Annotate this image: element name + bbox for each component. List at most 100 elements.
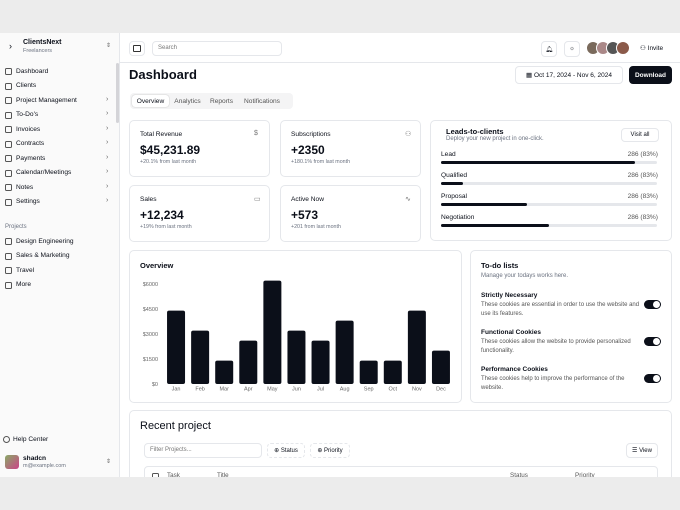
lead-label: Proposal bbox=[441, 193, 468, 200]
stat-icon: ∿ bbox=[405, 196, 411, 203]
lead-value: 286 (83%) bbox=[627, 214, 658, 221]
leads-title: Leads-to-clients bbox=[446, 127, 504, 136]
nav-icon bbox=[5, 169, 12, 177]
column-header[interactable]: Priority bbox=[575, 472, 595, 477]
nav-chevron: › bbox=[106, 124, 109, 132]
nav-icon bbox=[5, 140, 12, 148]
nav-icon bbox=[5, 82, 12, 90]
nav-item[interactable]: Calendar/Meetings bbox=[16, 169, 72, 176]
stat-change: +19% from last month bbox=[140, 224, 192, 230]
bar bbox=[215, 360, 234, 384]
column-header[interactable]: Task bbox=[167, 472, 180, 477]
sidebar-toggle[interactable] bbox=[129, 41, 145, 56]
overview-chart: $0 $1500 $3000 $4500 $6000 Jan Feb Mar Apr May Jun… bbox=[143, 280, 450, 393]
nav-item[interactable]: Clients bbox=[16, 82, 37, 89]
project-item[interactable]: Travel bbox=[16, 266, 35, 274]
nav-item[interactable]: Project Management bbox=[16, 96, 77, 104]
nav-icon bbox=[5, 97, 12, 104]
nav-icon bbox=[5, 126, 12, 133]
project-item[interactable]: Design Engineering bbox=[16, 237, 74, 245]
theme-button[interactable]: ☼ bbox=[564, 41, 580, 57]
user-menu[interactable]: ⇕ bbox=[106, 459, 112, 465]
stat-value: +573 bbox=[291, 208, 319, 222]
date-range[interactable]: ▦ Oct 17, 2024 - Nov 6, 2024 bbox=[515, 66, 623, 84]
nav-icon bbox=[5, 155, 12, 162]
nav-item[interactable]: Settings bbox=[16, 198, 40, 205]
view-button[interactable]: ☰ View bbox=[626, 443, 658, 458]
tab[interactable]: Reports bbox=[209, 97, 234, 105]
tab[interactable]: Overview bbox=[132, 95, 169, 107]
lead-track bbox=[441, 203, 657, 206]
lead-label: Lead bbox=[441, 151, 456, 158]
todo-item-desc: These cookies help to improve the perfor… bbox=[481, 376, 625, 391]
toggle-knob bbox=[653, 301, 660, 308]
bar bbox=[191, 330, 210, 384]
help-center[interactable]: Help Center bbox=[13, 436, 49, 443]
todo-title: To-do lists bbox=[481, 261, 519, 270]
nav-chevron: › bbox=[106, 95, 109, 103]
tab[interactable]: Analytics bbox=[174, 97, 201, 105]
invite-button[interactable]: ⚇ Invite bbox=[640, 45, 664, 52]
team-name[interactable]: ClientsNext bbox=[23, 39, 62, 46]
tab[interactable]: Notifications bbox=[244, 97, 280, 105]
nav-item[interactable]: To-Do's bbox=[16, 111, 39, 118]
lead-value: 286 (83%) bbox=[627, 172, 658, 179]
x-tick-label: Jul bbox=[317, 387, 324, 393]
y-tick-label: $3000 bbox=[143, 332, 158, 338]
lead-value: 286 (83%) bbox=[627, 151, 658, 158]
priority-filter[interactable]: ⊕ Priority bbox=[310, 443, 350, 458]
team-plan: Freelancers bbox=[23, 48, 53, 54]
todo-item-desc: These cookies are essential in order to … bbox=[481, 302, 640, 317]
toggle[interactable] bbox=[644, 374, 661, 383]
column-header[interactable]: Status bbox=[510, 472, 528, 477]
y-tick-label: $6000 bbox=[143, 282, 158, 288]
stat-label: Total Revenue bbox=[140, 131, 183, 138]
avatars bbox=[586, 41, 634, 57]
toggle[interactable] bbox=[644, 300, 661, 309]
recent-card: Recent project Filter Projects... ⊕ Stat… bbox=[129, 410, 672, 477]
project-item[interactable]: More bbox=[16, 281, 32, 288]
team-icon: › bbox=[9, 41, 12, 51]
x-tick-label: Mar bbox=[219, 387, 229, 393]
nav-chevron: › bbox=[106, 197, 109, 204]
nav-item[interactable]: Contracts bbox=[16, 140, 45, 147]
leads-card: Leads-to-clients Deploy your new project… bbox=[430, 120, 672, 241]
toggle[interactable] bbox=[644, 337, 661, 346]
status-filter[interactable]: ⊕ Status bbox=[267, 443, 305, 458]
stat-value: +2350 bbox=[291, 143, 325, 157]
recent-title: Recent project bbox=[140, 420, 211, 432]
download-button[interactable]: Download bbox=[629, 66, 672, 84]
bar bbox=[383, 360, 402, 384]
visit-all-button[interactable]: Visit all bbox=[621, 128, 659, 142]
project-item[interactable]: Sales & Marketing bbox=[16, 252, 70, 259]
nav-item[interactable]: Notes bbox=[16, 183, 34, 191]
lead-track bbox=[441, 224, 657, 227]
stat-icon: $ bbox=[254, 130, 258, 137]
team-switch[interactable]: ⇕ bbox=[106, 43, 112, 49]
nav-item[interactable]: Invoices bbox=[16, 125, 41, 133]
nav-icon bbox=[5, 184, 12, 191]
invite-label: Invite bbox=[647, 45, 664, 52]
filter-input[interactable]: Filter Projects... bbox=[144, 443, 262, 458]
sidebar: › ClientsNext Freelancers ⇕ Projects Hel… bbox=[0, 33, 120, 477]
search-input[interactable]: Search bbox=[152, 41, 282, 56]
stat-change: +201 from last month bbox=[291, 224, 341, 230]
nav-item[interactable]: Dashboard bbox=[16, 67, 49, 75]
stat-card: Sales ▭ +12,234 +19% from last month bbox=[129, 185, 270, 242]
column-header[interactable]: Title bbox=[217, 472, 229, 477]
y-tick-label: $0 bbox=[152, 382, 158, 388]
checkbox bbox=[152, 473, 159, 477]
view-label: View bbox=[639, 447, 652, 454]
project-icon bbox=[5, 281, 12, 289]
nav-item[interactable]: Payments bbox=[16, 154, 46, 162]
nav-chevron: › bbox=[106, 110, 109, 117]
user-name[interactable]: shadcn bbox=[23, 455, 47, 462]
notifications-button[interactable]: 🔔︎ bbox=[541, 41, 557, 57]
help-icon bbox=[3, 436, 10, 443]
nav-chevron: › bbox=[106, 182, 109, 190]
lead-track bbox=[441, 161, 657, 164]
todo-item-title: Performance Cookies bbox=[481, 366, 548, 373]
project-icon bbox=[5, 252, 12, 260]
priority-filter-label: Priority bbox=[324, 447, 343, 454]
